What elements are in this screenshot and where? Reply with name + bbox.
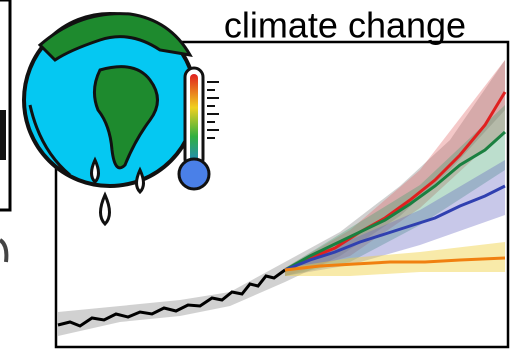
- cropped-left-frame: [0, 0, 10, 262]
- title: climate change: [224, 5, 466, 46]
- illustration: climate change: [0, 0, 511, 353]
- page: climate change (() => { const data = JSO…: [0, 0, 511, 353]
